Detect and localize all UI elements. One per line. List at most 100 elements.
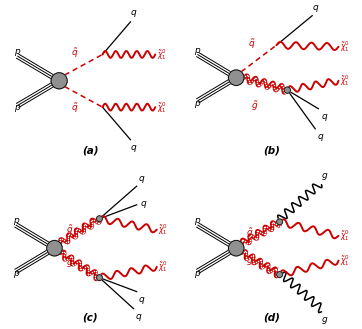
Point bbox=[65, 240, 71, 245]
Point bbox=[57, 239, 63, 244]
Text: (d): (d) bbox=[264, 313, 280, 323]
Point bbox=[270, 267, 276, 272]
Point bbox=[265, 266, 271, 272]
Point bbox=[65, 234, 71, 239]
Text: $\tilde{\chi}^0_1$: $\tilde{\chi}^0_1$ bbox=[157, 100, 167, 114]
Circle shape bbox=[47, 240, 62, 256]
Point bbox=[68, 254, 74, 259]
Point bbox=[273, 88, 279, 93]
Point bbox=[264, 225, 270, 230]
Point bbox=[89, 220, 94, 225]
Point bbox=[250, 234, 256, 239]
Point bbox=[269, 227, 275, 233]
Point bbox=[243, 249, 249, 255]
Point bbox=[260, 79, 265, 84]
Point bbox=[273, 273, 279, 278]
Point bbox=[66, 232, 72, 237]
Point bbox=[253, 76, 259, 81]
Point bbox=[61, 249, 67, 254]
Point bbox=[86, 224, 92, 229]
Point bbox=[283, 89, 289, 94]
Point bbox=[255, 83, 261, 88]
Text: $q$: $q$ bbox=[317, 132, 324, 143]
Text: $g$: $g$ bbox=[321, 315, 328, 326]
Point bbox=[269, 223, 275, 228]
Point bbox=[67, 254, 73, 260]
Point bbox=[259, 265, 265, 270]
Point bbox=[247, 233, 252, 238]
Point bbox=[243, 248, 248, 254]
Point bbox=[78, 267, 84, 272]
Point bbox=[252, 75, 258, 80]
Point bbox=[81, 223, 87, 228]
Point bbox=[70, 255, 75, 260]
Point bbox=[263, 83, 269, 88]
Point bbox=[273, 270, 279, 276]
Point bbox=[251, 260, 256, 266]
Point bbox=[83, 222, 89, 228]
Text: $\tilde{\chi}^0_1$: $\tilde{\chi}^0_1$ bbox=[340, 253, 350, 268]
Text: $q$: $q$ bbox=[138, 295, 146, 306]
Point bbox=[275, 223, 281, 228]
Point bbox=[270, 219, 275, 225]
Text: $\tilde{\chi}^0_1$: $\tilde{\chi}^0_1$ bbox=[157, 47, 167, 62]
Circle shape bbox=[228, 240, 244, 256]
Point bbox=[252, 261, 257, 266]
Text: $q$: $q$ bbox=[135, 312, 143, 323]
Point bbox=[62, 252, 67, 258]
Point bbox=[73, 227, 79, 233]
Point bbox=[264, 85, 269, 90]
Text: (c): (c) bbox=[82, 313, 98, 323]
Point bbox=[253, 236, 259, 241]
Point bbox=[262, 224, 268, 229]
Point bbox=[269, 225, 275, 231]
Point bbox=[58, 237, 63, 242]
Point bbox=[72, 235, 78, 240]
Point bbox=[72, 261, 78, 266]
Point bbox=[262, 229, 268, 235]
Point bbox=[268, 269, 274, 274]
Point bbox=[273, 274, 279, 279]
Point bbox=[81, 227, 87, 233]
Point bbox=[93, 219, 99, 224]
Point bbox=[93, 271, 99, 276]
Point bbox=[276, 84, 282, 89]
Point bbox=[275, 87, 281, 92]
Point bbox=[241, 249, 247, 254]
Point bbox=[268, 82, 274, 87]
Point bbox=[249, 79, 255, 84]
Text: $p$: $p$ bbox=[13, 269, 20, 280]
Point bbox=[68, 233, 74, 238]
Point bbox=[73, 229, 79, 235]
Point bbox=[251, 254, 256, 259]
Point bbox=[272, 266, 278, 271]
Point bbox=[275, 273, 281, 278]
Point bbox=[243, 252, 249, 257]
Point bbox=[247, 80, 252, 86]
Point bbox=[71, 234, 76, 240]
Text: $p$: $p$ bbox=[194, 269, 202, 280]
Point bbox=[246, 79, 252, 84]
Point bbox=[93, 277, 99, 282]
Text: (a): (a) bbox=[82, 145, 98, 155]
Point bbox=[243, 238, 248, 243]
Point bbox=[254, 236, 260, 241]
Text: $q$: $q$ bbox=[321, 112, 329, 123]
Point bbox=[262, 225, 268, 230]
Point bbox=[89, 225, 94, 230]
Text: $q$: $q$ bbox=[312, 3, 319, 14]
Point bbox=[261, 78, 267, 83]
Point bbox=[258, 81, 264, 87]
Point bbox=[259, 231, 265, 236]
Text: $\tilde{\chi}^0_1$: $\tilde{\chi}^0_1$ bbox=[340, 73, 350, 88]
Point bbox=[280, 87, 286, 92]
Point bbox=[85, 272, 91, 277]
Point bbox=[247, 240, 253, 245]
Point bbox=[77, 264, 83, 269]
Point bbox=[279, 83, 285, 88]
Circle shape bbox=[284, 87, 290, 93]
Point bbox=[81, 225, 87, 230]
Point bbox=[95, 220, 101, 225]
Text: $\tilde{q}$: $\tilde{q}$ bbox=[71, 102, 78, 115]
Point bbox=[84, 264, 90, 269]
